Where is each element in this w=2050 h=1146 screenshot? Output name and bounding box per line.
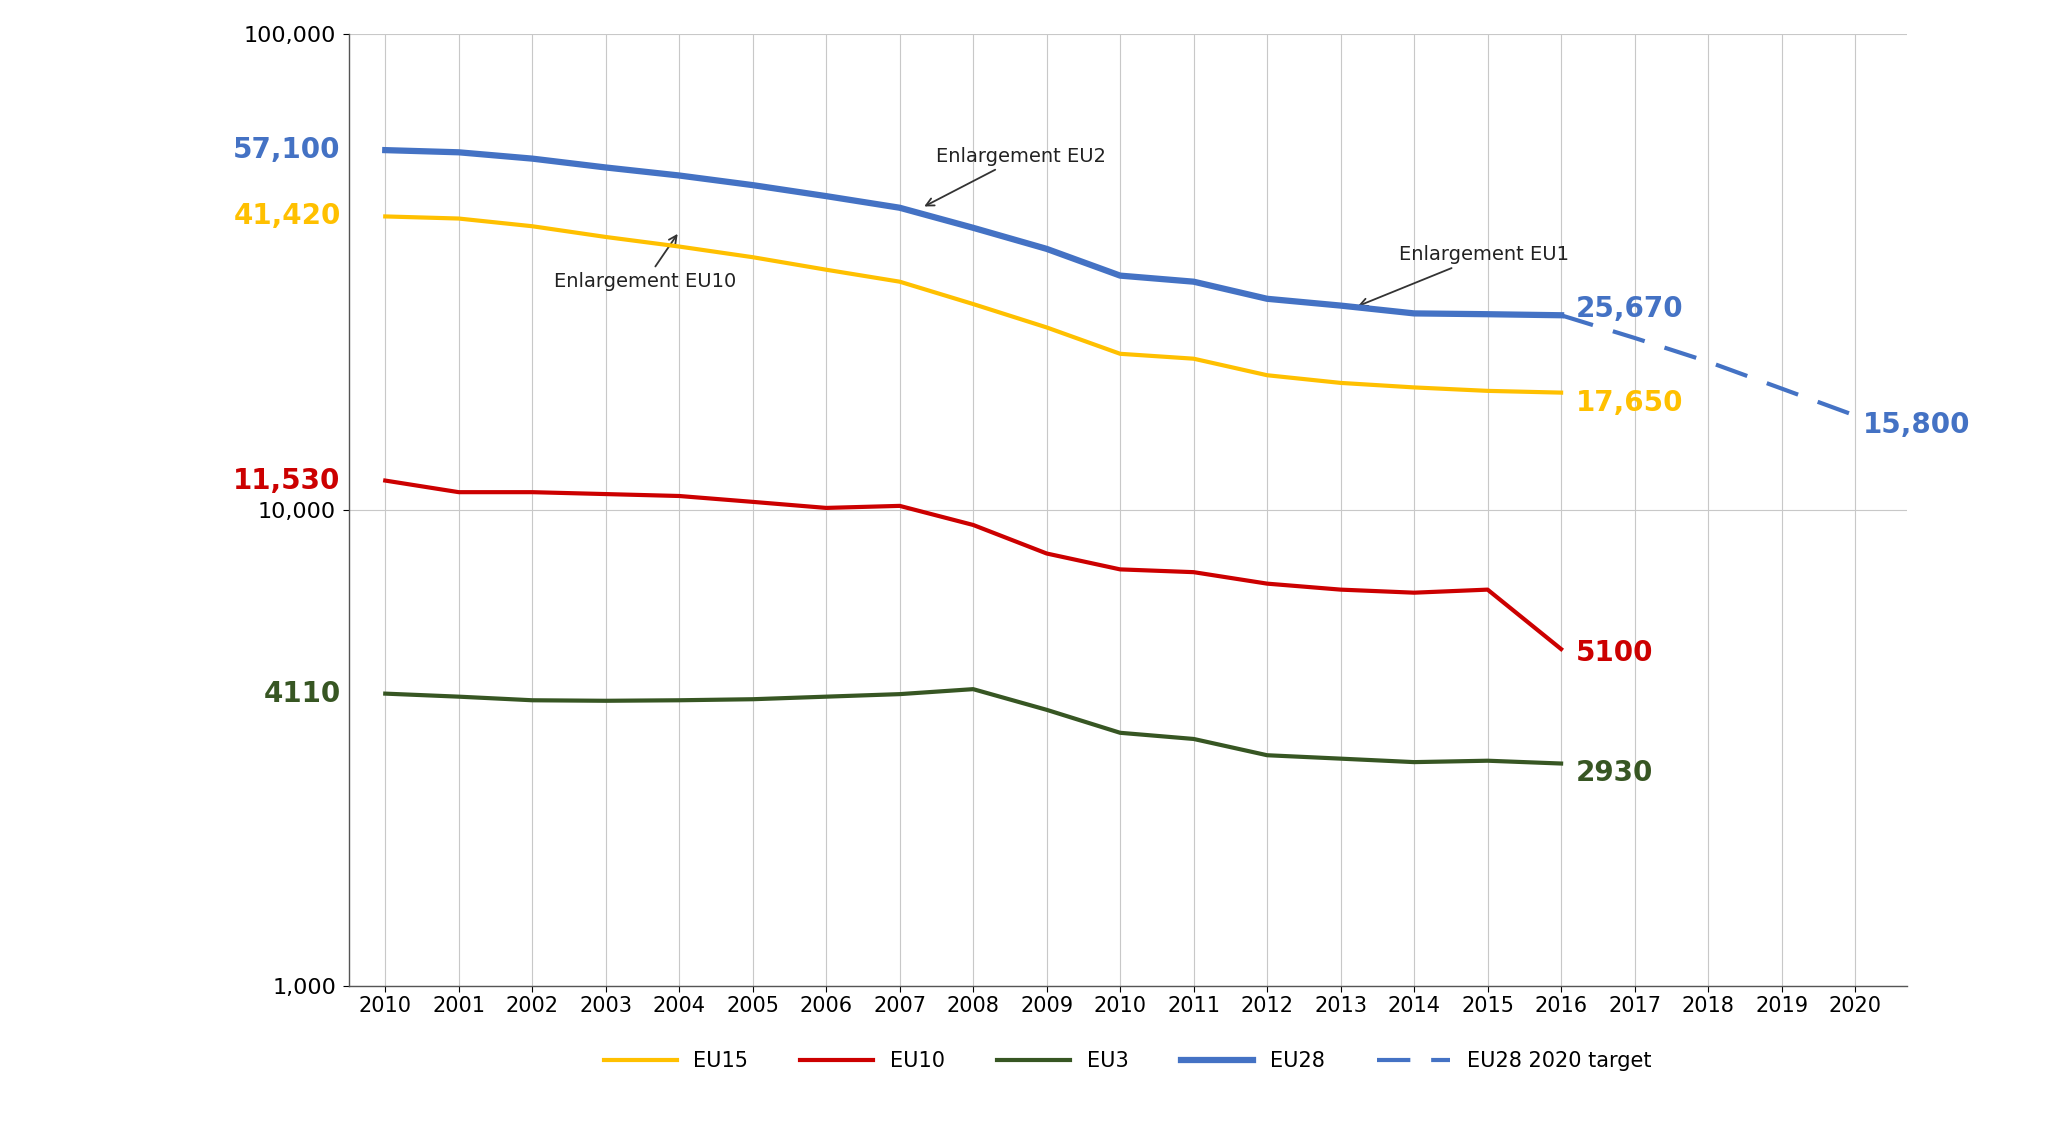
- Text: 17,650: 17,650: [1576, 388, 1683, 417]
- Legend: EU15, EU10, EU3, EU28, EU28 2020 target: EU15, EU10, EU3, EU28, EU28 2020 target: [594, 1043, 1660, 1080]
- Text: 15,800: 15,800: [1861, 411, 1970, 439]
- Text: 57,100: 57,100: [234, 136, 340, 164]
- Text: 25,670: 25,670: [1576, 295, 1683, 323]
- Text: 4110: 4110: [264, 680, 340, 707]
- Text: 2930: 2930: [1576, 759, 1652, 787]
- Text: 11,530: 11,530: [234, 466, 340, 495]
- Text: Enlargement EU2: Enlargement EU2: [927, 147, 1107, 205]
- Text: 5100: 5100: [1576, 639, 1652, 667]
- Text: Enlargement EU1: Enlargement EU1: [1359, 245, 1570, 306]
- Text: 41,420: 41,420: [234, 203, 340, 230]
- Text: Enlargement EU10: Enlargement EU10: [554, 235, 736, 291]
